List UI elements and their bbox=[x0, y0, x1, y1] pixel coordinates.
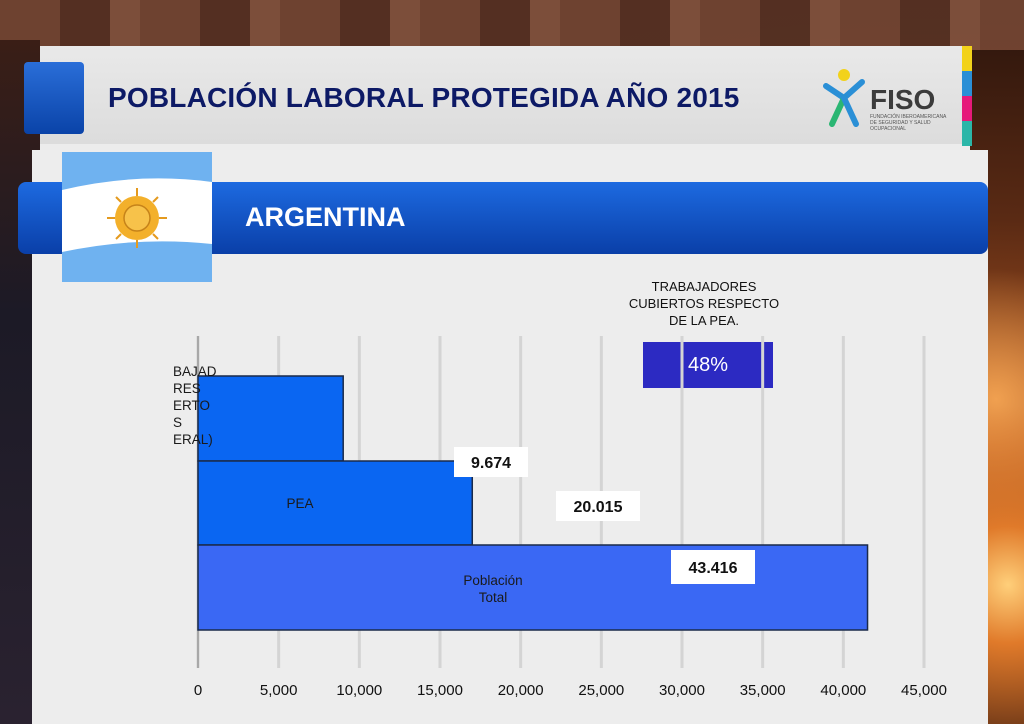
x-tick-label: 35,000 bbox=[740, 682, 786, 699]
data-label-box bbox=[671, 550, 755, 584]
bar bbox=[197, 544, 869, 631]
x-tick-label: 25,000 bbox=[578, 682, 624, 699]
data-label: 20.015 bbox=[574, 499, 623, 516]
argentina-flag-icon bbox=[62, 152, 212, 282]
pea-coverage-caption: TRABAJADORES CUBIERTOS RESPECTO DE LA PE… bbox=[628, 279, 780, 328]
pea-percent-badge: 48% bbox=[643, 342, 773, 388]
bar bbox=[197, 375, 344, 462]
logo-subtitle: FUNDACIÓN IBEROAMERICANA DE SEGURIDAD Y … bbox=[870, 114, 947, 132]
x-tick-label: 30,000 bbox=[659, 682, 705, 699]
bar bbox=[197, 460, 474, 546]
x-tick-label: 20,000 bbox=[498, 682, 544, 699]
x-tick-label: 15,000 bbox=[417, 682, 463, 699]
data-label: 9.674 bbox=[471, 455, 511, 472]
country-name: ARGENTINA bbox=[245, 202, 406, 232]
fiso-logo-icon bbox=[823, 69, 865, 127]
side-color-stripes bbox=[962, 46, 972, 146]
x-tick-label: 45,000 bbox=[901, 682, 947, 699]
x-tick-label: 40,000 bbox=[820, 682, 866, 699]
page-title: POBLACIÓN LABORAL PROTEGIDA AÑO 2015 bbox=[108, 82, 740, 113]
background-photo-top bbox=[0, 0, 1024, 50]
category-label: Población Total bbox=[463, 573, 522, 605]
category-label: PEA bbox=[286, 496, 313, 511]
title-accent-block bbox=[24, 62, 84, 134]
title-band bbox=[40, 46, 970, 144]
category-label: BAJAD RES ERTO S ERAL) bbox=[173, 364, 217, 447]
background-sparks bbox=[984, 260, 1024, 724]
logo-wordmark: FISO bbox=[870, 84, 936, 115]
data-label-box bbox=[454, 447, 528, 477]
x-tick-label: 5,000 bbox=[260, 682, 298, 699]
data-label: 43.416 bbox=[689, 560, 738, 577]
x-tick-label: 0 bbox=[194, 682, 202, 699]
x-tick-label: 10,000 bbox=[336, 682, 382, 699]
data-label-box bbox=[556, 491, 640, 521]
